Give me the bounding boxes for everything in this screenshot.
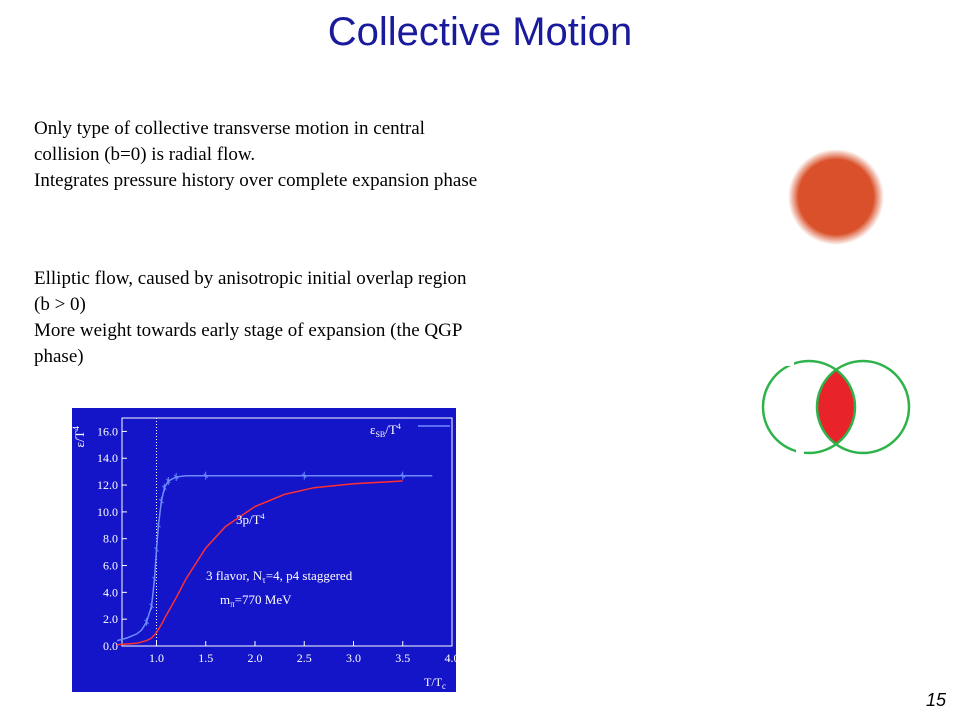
x-tick-label: 2.5 xyxy=(297,651,312,665)
y-axis-label: ε/T4 xyxy=(72,426,87,448)
x-tick-label: 3.0 xyxy=(346,651,361,665)
text-line: Elliptic flow, caused by anisotropic ini… xyxy=(34,268,467,289)
y-tick-label: 4.0 xyxy=(103,585,118,599)
data-point xyxy=(159,498,164,504)
page-number: 15 xyxy=(925,690,946,710)
text-line: phase) xyxy=(34,346,84,367)
annotation-pion-mass: mπ=770 MeV xyxy=(220,592,292,609)
y-tick-label: 8.0 xyxy=(103,532,118,546)
text-line: Integrates pressure history over complet… xyxy=(34,170,478,191)
y-tick-label: 10.0 xyxy=(97,505,118,519)
data-point xyxy=(203,473,209,479)
data-point xyxy=(173,474,179,480)
elliptic-flow-paragraph: Elliptic flow, caused by anisotropic ini… xyxy=(34,266,614,370)
elliptic-flow-diagram xyxy=(761,356,911,462)
data-point xyxy=(156,522,161,528)
x-tick-label: 2.0 xyxy=(247,651,262,665)
data-point xyxy=(301,473,307,479)
series-pressure xyxy=(117,480,403,646)
text-line: (b > 0) xyxy=(34,294,86,315)
radial-fireball xyxy=(788,150,884,245)
pressure-curve-label: 3p/T4 xyxy=(236,512,265,527)
data-point xyxy=(400,473,406,479)
text-line: More weight towards early stage of expan… xyxy=(34,320,463,341)
x-axis-label: T/Tc xyxy=(424,675,446,691)
text-line: collision (b=0) is radial flow. xyxy=(34,144,256,165)
overlap-region xyxy=(817,361,855,453)
data-point xyxy=(144,619,149,625)
data-point xyxy=(154,547,159,552)
y-tick-label: 16.0 xyxy=(97,424,118,438)
text-line: Only type of collective transverse motio… xyxy=(34,118,425,139)
data-point xyxy=(152,576,157,582)
x-tick-label: 4.0 xyxy=(445,651,457,665)
y-tick-label: 12.0 xyxy=(97,478,118,492)
plot-frame xyxy=(121,417,453,647)
radial-flow-diagram xyxy=(788,150,884,245)
data-point xyxy=(165,478,171,484)
nucleus-left xyxy=(761,359,857,455)
radial-flow-paragraph: Only type of collective transverse motio… xyxy=(34,116,614,194)
x-tick-label: 1.5 xyxy=(198,651,213,665)
data-point xyxy=(162,485,167,491)
y-tick-label: 14.0 xyxy=(97,451,118,465)
energy-density-chart: 0.0 2.0 4.0 6.0 8.0 10.0 12.0 14.0 16.0 1.0 1.5 2.0… xyxy=(72,408,456,692)
slide-title: Collective Motion xyxy=(327,10,633,54)
series-energy-density xyxy=(116,474,433,642)
data-point xyxy=(149,603,154,609)
legend-label: εSB/T4 xyxy=(370,422,401,439)
y-tick-label: 2.0 xyxy=(103,612,118,626)
annotation-flavor: 3 flavor, Nτ=4, p4 staggered xyxy=(206,568,353,585)
x-tick-label: 1.0 xyxy=(149,651,164,665)
y-tick-label: 0.0 xyxy=(103,639,118,653)
x-tick-label: 3.5 xyxy=(395,651,410,665)
chart-background xyxy=(72,408,456,692)
nucleus-right xyxy=(815,359,911,455)
y-tick-label: 6.0 xyxy=(103,559,118,573)
